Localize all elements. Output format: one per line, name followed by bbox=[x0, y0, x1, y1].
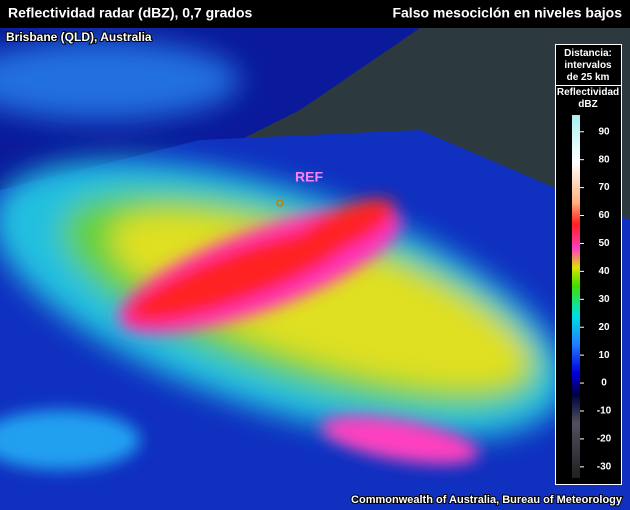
credit: Commonwealth of Australia, Bureau of Met… bbox=[351, 494, 623, 506]
marker-label: REF bbox=[295, 169, 323, 185]
right-title: Falso mesociclón en niveles bajos bbox=[392, 5, 622, 21]
tick-label: -20 bbox=[597, 434, 612, 445]
colorbar bbox=[572, 115, 580, 478]
tick-label: 90 bbox=[598, 126, 610, 137]
tick-label: 20 bbox=[598, 322, 610, 333]
distance-box bbox=[555, 44, 622, 86]
tick-label: 70 bbox=[598, 182, 610, 193]
tick-label: 40 bbox=[598, 266, 610, 277]
title: Reflectividad radar (dBZ), 0,7 grados bbox=[8, 5, 252, 21]
tick-label: 80 bbox=[598, 154, 610, 165]
tick-label: 30 bbox=[598, 294, 610, 305]
legend-box bbox=[555, 44, 622, 485]
tick-label: -30 bbox=[597, 461, 612, 472]
subtitle: Brisbane (QLD), Australia bbox=[6, 30, 152, 44]
header-bar bbox=[0, 0, 630, 28]
tick-label: -10 bbox=[597, 406, 612, 417]
tick-label: 10 bbox=[598, 350, 610, 361]
distance-label: Distancia: intervalos de 25 km bbox=[564, 48, 612, 83]
tick-label: 60 bbox=[598, 210, 610, 221]
legend-title: Reflectividad dBZ bbox=[557, 87, 619, 110]
tick-label: 50 bbox=[598, 238, 610, 249]
legend: Distancia: intervalos de 25 km Reflectivid… bbox=[555, 44, 622, 485]
radar-marker bbox=[276, 199, 284, 207]
radar-image bbox=[0, 28, 630, 510]
tick-label: 0 bbox=[601, 378, 607, 389]
